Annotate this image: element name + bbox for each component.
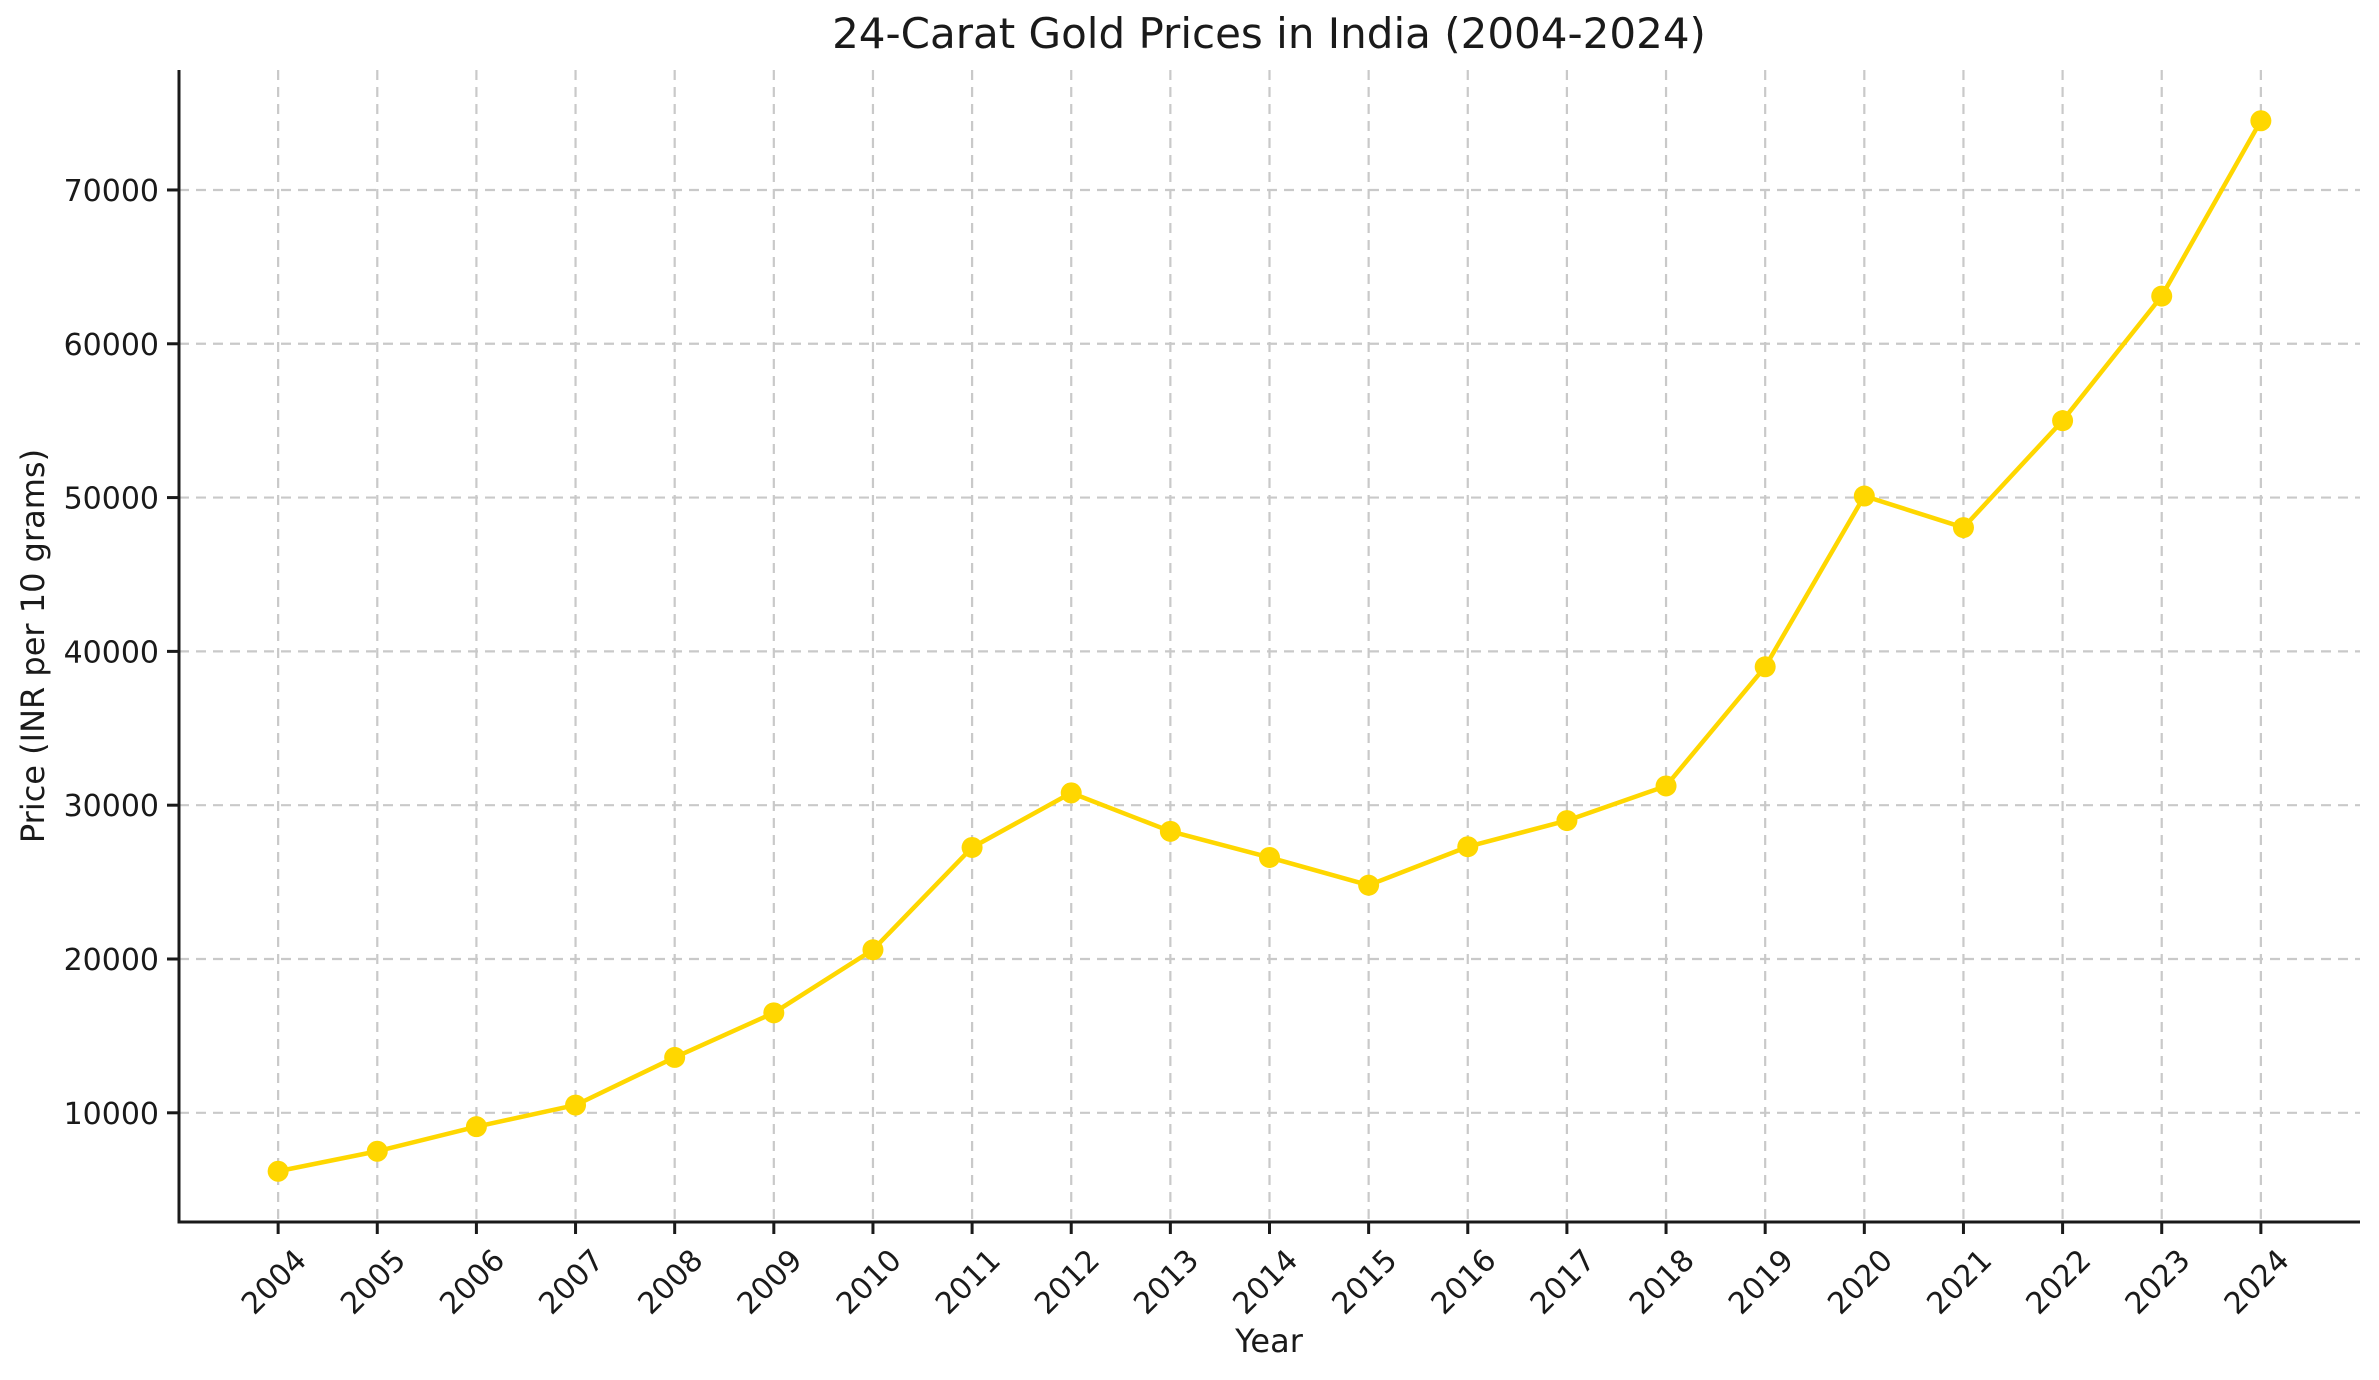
data-point-2008 xyxy=(664,1046,686,1068)
x-tick-labels: 2004 2005 2006 2007 2008 2009 2010 2011 2012 2013… xyxy=(235,1243,2296,1322)
data-point-2014 xyxy=(1259,846,1280,868)
x-tick-label: 2012 xyxy=(1028,1243,1107,1322)
y-tick-label: 30000 xyxy=(64,789,159,824)
axes xyxy=(167,70,2360,1234)
data-point-2022 xyxy=(2052,410,2074,432)
x-tick-label: 2016 xyxy=(1425,1243,1504,1322)
x-axis-label: Year xyxy=(1234,1322,1304,1360)
x-tick-label: 2024 xyxy=(2218,1243,2297,1322)
data-point-2017 xyxy=(1556,810,1578,832)
x-tick-label: 2014 xyxy=(1226,1243,1305,1322)
x-tick-label: 2017 xyxy=(1524,1243,1603,1322)
data-point-2016 xyxy=(1457,836,1479,858)
x-tick-label: 2009 xyxy=(731,1243,810,1322)
data-point-2015 xyxy=(1358,874,1380,896)
chart-title: 24-Carat Gold Prices in India (2004-2024… xyxy=(832,9,1706,58)
y-tick-label: 70000 xyxy=(64,174,159,209)
x-tick-label: 2007 xyxy=(532,1243,611,1322)
x-tick-label: 2015 xyxy=(1326,1243,1405,1322)
data-point-2010 xyxy=(862,939,884,961)
x-tick-label: 2022 xyxy=(2020,1243,2099,1322)
data-point-2018 xyxy=(1655,775,1677,797)
x-tick-label: 2005 xyxy=(334,1243,413,1322)
data-point-2013 xyxy=(1159,820,1181,842)
y-tick-label: 20000 xyxy=(64,943,159,978)
data-point-2005 xyxy=(366,1140,388,1162)
x-tick-label: 2023 xyxy=(2119,1243,2198,1322)
data-point-2024 xyxy=(2250,110,2272,132)
data-point-2019 xyxy=(1754,656,1776,678)
x-tick-label: 2010 xyxy=(830,1243,909,1322)
x-tick-label: 2006 xyxy=(433,1243,512,1322)
x-tick-label: 2020 xyxy=(1821,1243,1900,1322)
x-tick-label: 2013 xyxy=(1127,1243,1206,1322)
x-tick-label: 2021 xyxy=(1920,1243,1999,1322)
y-tick-label: 40000 xyxy=(64,635,159,670)
x-tick-label: 2008 xyxy=(632,1243,711,1322)
y-tick-label: 60000 xyxy=(64,328,159,363)
x-tick-label: 2019 xyxy=(1722,1243,1801,1322)
data-point-2021 xyxy=(1952,517,1974,539)
y-tick-label: 10000 xyxy=(64,1097,159,1132)
y-tick-label: 50000 xyxy=(64,482,159,517)
gridlines xyxy=(179,70,2360,1222)
x-tick-label: 2004 xyxy=(235,1243,314,1322)
price-series xyxy=(267,110,2272,1182)
data-point-2020 xyxy=(1853,485,1875,507)
x-tick-label: 2011 xyxy=(929,1243,1008,1322)
y-axis-label: Price (INR per 10 grams) xyxy=(14,449,52,843)
data-point-2007 xyxy=(565,1094,587,1116)
data-point-2023 xyxy=(2151,285,2173,307)
data-point-2009 xyxy=(763,1002,785,1024)
data-point-2012 xyxy=(1060,782,1082,804)
data-point-2004 xyxy=(267,1160,289,1182)
x-tick-label: 2018 xyxy=(1623,1243,1702,1322)
y-tick-labels: 10000 20000 30000 40000 50000 60000 70000 xyxy=(64,174,159,1132)
data-point-2011 xyxy=(961,836,983,858)
data-point-2006 xyxy=(465,1116,487,1138)
